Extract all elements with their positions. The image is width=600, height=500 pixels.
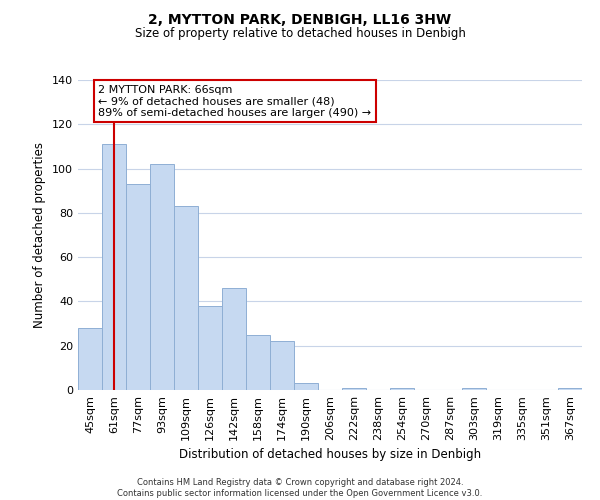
Bar: [222, 288, 246, 390]
Bar: [198, 306, 222, 390]
Text: Size of property relative to detached houses in Denbigh: Size of property relative to detached ho…: [134, 28, 466, 40]
Y-axis label: Number of detached properties: Number of detached properties: [34, 142, 46, 328]
Text: 2, MYTTON PARK, DENBIGH, LL16 3HW: 2, MYTTON PARK, DENBIGH, LL16 3HW: [148, 12, 452, 26]
Bar: [342, 388, 366, 390]
Bar: [126, 184, 150, 390]
Bar: [390, 388, 414, 390]
X-axis label: Distribution of detached houses by size in Denbigh: Distribution of detached houses by size …: [179, 448, 481, 462]
Bar: [294, 384, 318, 390]
Bar: [150, 164, 174, 390]
Bar: [462, 388, 486, 390]
Bar: [246, 334, 270, 390]
Text: Contains HM Land Registry data © Crown copyright and database right 2024.
Contai: Contains HM Land Registry data © Crown c…: [118, 478, 482, 498]
Text: 2 MYTTON PARK: 66sqm
← 9% of detached houses are smaller (48)
89% of semi-detach: 2 MYTTON PARK: 66sqm ← 9% of detached ho…: [98, 84, 371, 118]
Bar: [174, 206, 198, 390]
Bar: [270, 342, 294, 390]
Bar: [558, 388, 582, 390]
Bar: [102, 144, 126, 390]
Bar: [78, 328, 102, 390]
